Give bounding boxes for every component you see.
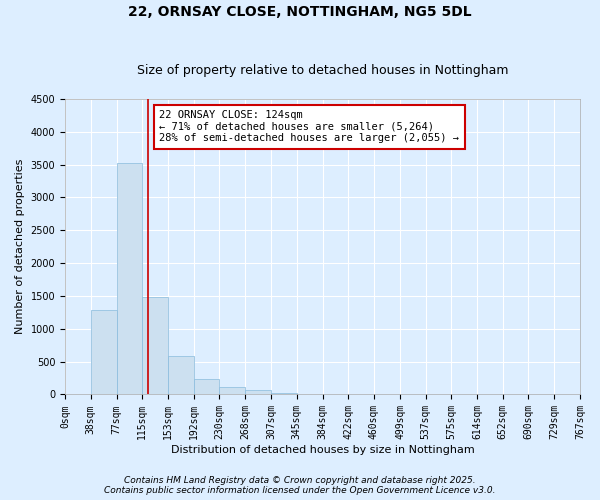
Bar	[194, 378, 220, 394]
Y-axis label: Number of detached properties: Number of detached properties	[15, 159, 25, 334]
Bar	[117, 162, 142, 394]
Title: Size of property relative to detached houses in Nottingham: Size of property relative to detached ho…	[137, 64, 508, 77]
Bar	[168, 356, 194, 395]
Bar	[142, 296, 168, 394]
X-axis label: Distribution of detached houses by size in Nottingham: Distribution of detached houses by size …	[170, 445, 475, 455]
Text: 22 ORNSAY CLOSE: 124sqm
← 71% of detached houses are smaller (5,264)
28% of semi: 22 ORNSAY CLOSE: 124sqm ← 71% of detache…	[160, 110, 460, 144]
Text: Contains HM Land Registry data © Crown copyright and database right 2025.
Contai: Contains HM Land Registry data © Crown c…	[104, 476, 496, 495]
Bar	[220, 386, 245, 394]
Bar	[245, 390, 271, 394]
Bar	[271, 393, 296, 394]
Text: 22, ORNSAY CLOSE, NOTTINGHAM, NG5 5DL: 22, ORNSAY CLOSE, NOTTINGHAM, NG5 5DL	[128, 5, 472, 19]
Bar	[91, 310, 117, 394]
